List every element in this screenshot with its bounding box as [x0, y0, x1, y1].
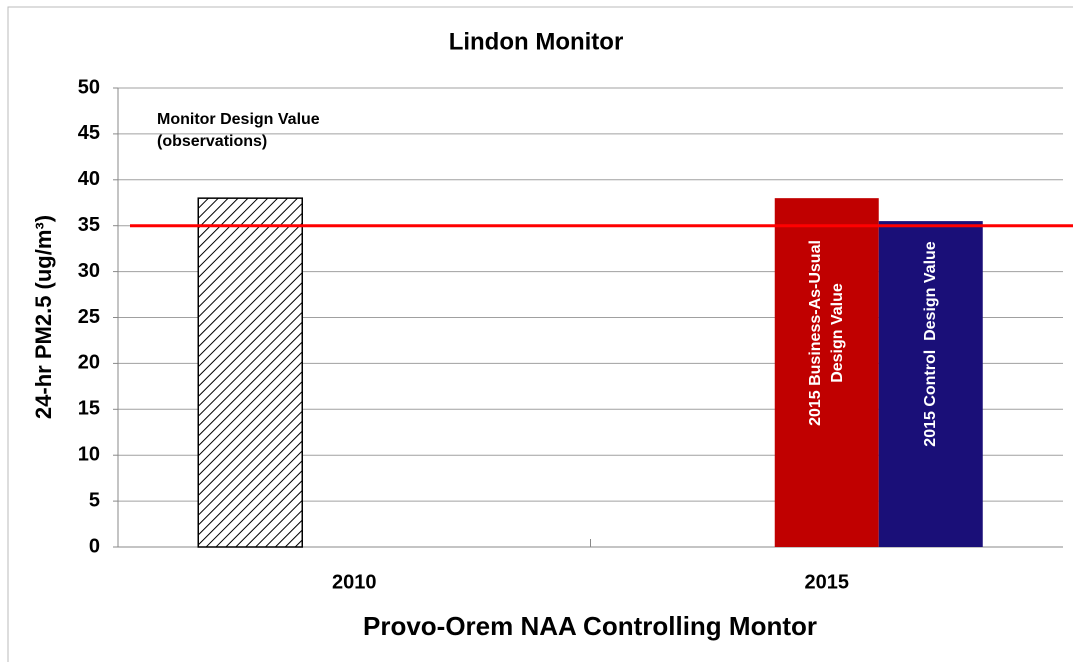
y-tick-label: 0 [89, 535, 100, 557]
y-tick-label: 5 [89, 489, 100, 511]
y-axis-title: 24-hr PM2.5 (ug/m³) [31, 215, 56, 419]
x-tick-label: 2010 [332, 571, 377, 593]
y-tick-label: 10 [78, 443, 100, 465]
series-label: 2015 Control Design Value [921, 241, 939, 447]
y-tick-label: 35 [78, 214, 100, 236]
y-tick-label: 30 [78, 260, 100, 282]
chart-title: Lindon Monitor [449, 28, 624, 55]
y-tick-label: 25 [78, 306, 100, 328]
x-axis-title: Provo-Orem NAA Controlling Montor [363, 611, 817, 641]
bar [774, 198, 879, 547]
frame [7, 6, 1073, 662]
y-tick-label: 20 [78, 352, 100, 374]
series-label: 2015 Business-As-Usual Design Value [806, 239, 846, 426]
bar [878, 221, 983, 548]
y-tick-label: 40 [78, 168, 100, 190]
series-label: Monitor Design Value (observations) [157, 111, 320, 150]
y-tick-label: 45 [78, 122, 100, 144]
y-tick-label: 15 [78, 398, 100, 420]
bar [197, 197, 303, 548]
x-tick-label: 2015 [805, 571, 850, 593]
y-tick-label: 50 [78, 76, 100, 98]
